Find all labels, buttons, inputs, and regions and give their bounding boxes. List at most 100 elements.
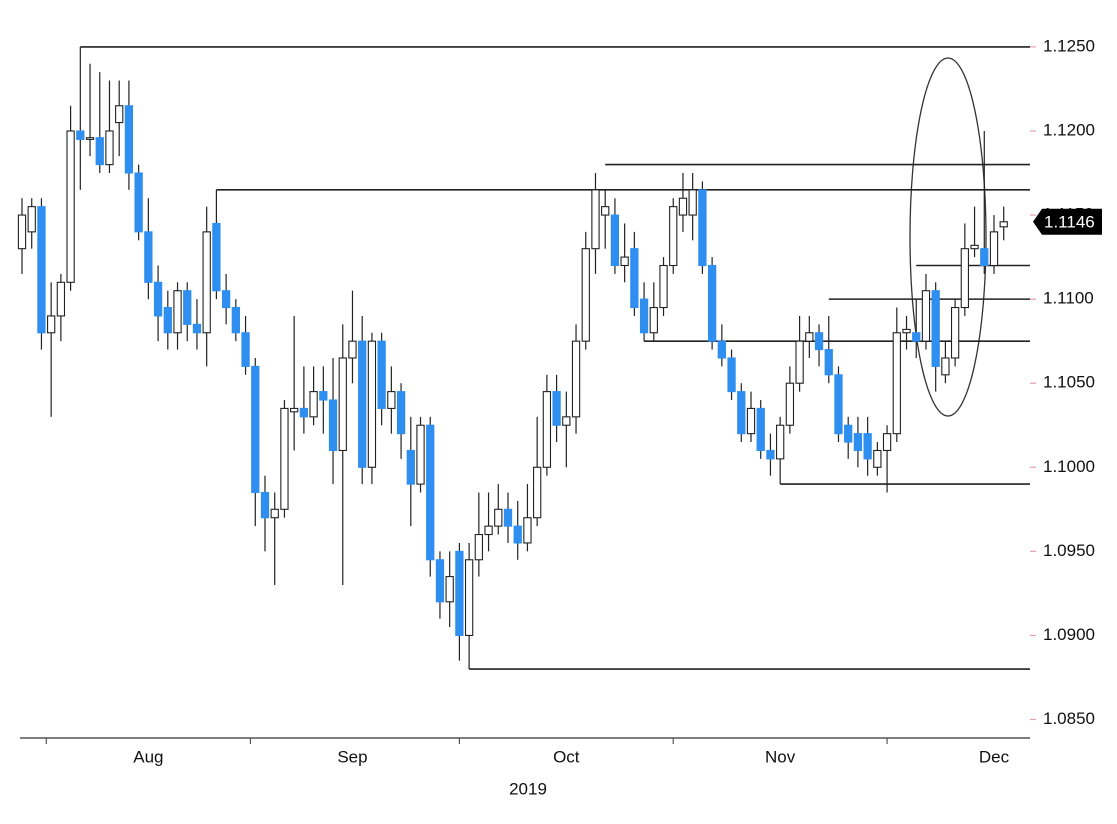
candle-body bbox=[902, 328, 911, 334]
candle-body bbox=[533, 466, 542, 519]
x-tick-label: Nov bbox=[765, 747, 796, 766]
candle-body bbox=[678, 197, 688, 216]
y-tick-label: 1.0950 bbox=[1043, 541, 1095, 560]
candle-body bbox=[912, 332, 921, 342]
candle-body bbox=[863, 433, 872, 460]
candle-body bbox=[717, 340, 726, 359]
candle-body bbox=[571, 340, 581, 418]
candle-body bbox=[290, 407, 299, 413]
candle-body bbox=[202, 231, 211, 334]
x-tick-label: Sep bbox=[337, 747, 367, 766]
candle-body bbox=[445, 576, 454, 603]
last-value-box bbox=[1033, 208, 1102, 235]
candle-body bbox=[970, 244, 979, 250]
candle-body bbox=[873, 449, 882, 468]
candle-body bbox=[56, 281, 66, 317]
candle-body bbox=[358, 340, 367, 468]
candle-body bbox=[552, 391, 561, 426]
candle-body bbox=[124, 105, 134, 174]
candle-body bbox=[785, 382, 795, 426]
candle-body bbox=[173, 290, 182, 334]
candle-body bbox=[221, 290, 231, 309]
candle-body bbox=[17, 214, 27, 250]
candle-body bbox=[85, 137, 95, 140]
candle-body bbox=[105, 130, 114, 166]
candle-body bbox=[37, 206, 46, 334]
candle-body bbox=[698, 189, 707, 267]
candle-body bbox=[980, 248, 989, 267]
candle-body bbox=[163, 306, 172, 334]
x-tick-label: Oct bbox=[553, 747, 580, 766]
candle-body bbox=[814, 332, 824, 351]
candle-body bbox=[260, 491, 270, 519]
highlight-ellipse bbox=[909, 57, 987, 417]
candle-body bbox=[328, 399, 338, 452]
candle-body bbox=[192, 323, 202, 334]
candle-body bbox=[669, 206, 678, 267]
candle-body bbox=[183, 290, 192, 325]
candle-body bbox=[844, 424, 853, 443]
candle-body bbox=[853, 433, 863, 452]
candle-body bbox=[941, 357, 950, 376]
candle-body bbox=[144, 231, 153, 283]
candle-body bbox=[503, 508, 513, 527]
candle-body bbox=[931, 290, 940, 367]
candle-body bbox=[76, 130, 85, 140]
candle-body bbox=[746, 407, 756, 435]
candle-body bbox=[231, 306, 240, 334]
candle-body bbox=[639, 298, 649, 334]
candle-body bbox=[455, 550, 464, 636]
candle-body bbox=[66, 130, 75, 283]
candle-body bbox=[805, 332, 814, 342]
y-tick-label: 1.1200 bbox=[1043, 120, 1095, 139]
candle-body bbox=[562, 416, 571, 426]
candle-body bbox=[309, 391, 318, 418]
candle-body bbox=[659, 264, 668, 309]
candle-body bbox=[484, 525, 493, 536]
x-axis-year: 2019 bbox=[509, 779, 547, 798]
candle-body bbox=[513, 525, 522, 544]
candle-body bbox=[474, 533, 483, 561]
y-tick-label: 1.1250 bbox=[1043, 36, 1095, 55]
y-tick-label: 1.0850 bbox=[1043, 709, 1095, 728]
candle-body bbox=[212, 222, 221, 292]
candle-body bbox=[999, 221, 1008, 228]
candle-body bbox=[620, 256, 629, 267]
y-tick-label: 1.1100 bbox=[1043, 289, 1094, 308]
candle-body bbox=[756, 407, 765, 452]
candle-body bbox=[989, 231, 999, 267]
candle-body bbox=[892, 332, 901, 435]
candle-body bbox=[387, 391, 396, 409]
candle-body bbox=[601, 206, 610, 216]
candle-body bbox=[766, 449, 775, 460]
candle-body bbox=[280, 407, 289, 510]
candle-body bbox=[688, 189, 697, 216]
candle-body bbox=[630, 248, 639, 309]
last-value-label: 1.1146 bbox=[1044, 212, 1095, 231]
candle-body bbox=[795, 340, 804, 384]
candle-body bbox=[464, 559, 474, 636]
candle-body bbox=[707, 264, 717, 342]
candle-body bbox=[610, 214, 620, 267]
candle-body bbox=[47, 315, 56, 334]
candle-body bbox=[727, 357, 736, 393]
candle-body bbox=[338, 357, 347, 452]
x-tick-label: Aug bbox=[133, 747, 163, 766]
candle-body bbox=[377, 340, 386, 409]
candle-body bbox=[776, 424, 785, 460]
candle-body bbox=[348, 340, 357, 359]
candle-body bbox=[921, 290, 931, 342]
candle-body bbox=[319, 391, 328, 401]
candle-body bbox=[134, 172, 143, 233]
candle-body bbox=[882, 433, 892, 452]
candle-body bbox=[251, 365, 260, 494]
candle-body bbox=[494, 508, 503, 527]
candle-body bbox=[950, 306, 960, 359]
candle-body bbox=[367, 340, 377, 468]
candle-body bbox=[153, 281, 163, 317]
x-tick-label: Dec bbox=[979, 747, 1010, 766]
candle-body bbox=[581, 248, 590, 342]
candle-body bbox=[824, 349, 833, 376]
candle-body bbox=[426, 424, 435, 561]
